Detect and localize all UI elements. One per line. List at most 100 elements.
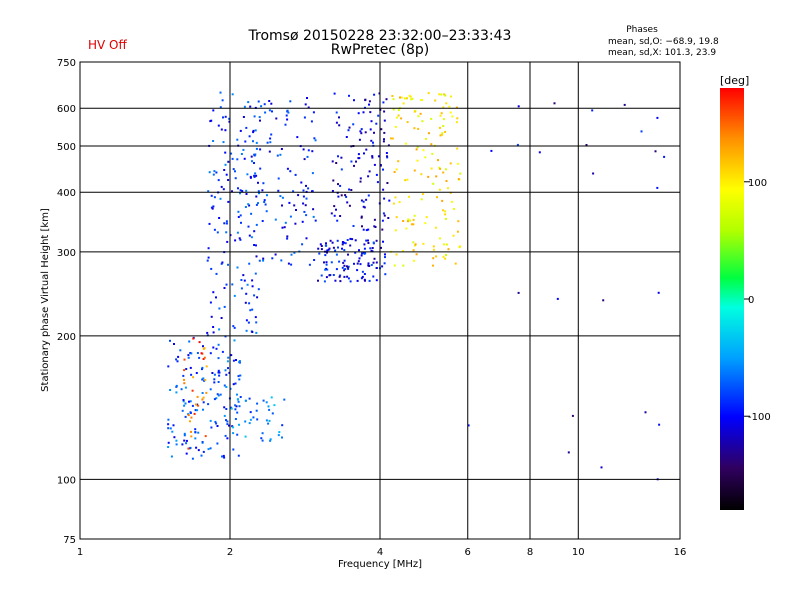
data-point: [181, 443, 184, 446]
data-point: [657, 291, 660, 294]
data-point: [335, 268, 338, 271]
data-point: [257, 202, 259, 205]
data-point: [231, 283, 234, 286]
data-point: [363, 243, 366, 246]
data-point: [432, 182, 435, 185]
data-point: [187, 356, 190, 359]
data-point: [437, 159, 439, 162]
data-point: [288, 201, 291, 204]
data-point: [341, 243, 344, 246]
data-point: [387, 144, 390, 147]
data-point: [325, 244, 328, 247]
data-point: [424, 222, 427, 225]
data-point: [421, 120, 424, 123]
data-point: [382, 101, 385, 104]
data-point: [239, 396, 242, 398]
data-point: [447, 248, 450, 251]
data-point: [184, 402, 187, 405]
data-point: [400, 96, 403, 99]
data-point: [414, 244, 416, 247]
data-point: [373, 93, 376, 96]
data-point: [355, 160, 357, 163]
data-point: [347, 267, 350, 270]
data-point: [367, 175, 370, 178]
data-point: [409, 95, 412, 98]
data-point: [210, 426, 213, 429]
data-point: [306, 97, 308, 99]
data-point: [448, 105, 451, 108]
data-point: [233, 326, 236, 329]
data-point: [457, 220, 460, 223]
data-point: [207, 247, 210, 250]
data-point: [262, 259, 265, 262]
data-point: [623, 103, 626, 106]
data-point: [441, 133, 444, 136]
data-point: [234, 382, 237, 385]
y-tick-label: 300: [57, 248, 76, 259]
data-point: [311, 172, 314, 175]
data-point: [434, 226, 437, 229]
data-point: [358, 257, 361, 260]
data-point: [257, 288, 260, 291]
data-point: [350, 160, 353, 163]
data-point: [354, 251, 357, 254]
data-point: [455, 121, 458, 124]
data-point: [311, 150, 314, 153]
data-point: [236, 433, 239, 436]
data-point: [223, 222, 226, 225]
data-point: [228, 120, 231, 123]
data-point: [385, 152, 388, 154]
data-point: [356, 262, 359, 265]
data-point: [213, 398, 216, 401]
data-point: [261, 220, 264, 222]
data-point: [262, 182, 265, 185]
data-point: [268, 100, 271, 102]
data-point: [312, 111, 315, 114]
data-point: [417, 115, 420, 118]
data-point: [189, 411, 192, 414]
data-point: [640, 130, 643, 133]
data-points: [167, 91, 666, 481]
data-point: [256, 402, 259, 405]
data-point: [216, 393, 219, 396]
data-point: [167, 423, 170, 426]
data-point: [302, 148, 305, 151]
data-point: [236, 138, 239, 141]
data-point: [228, 117, 231, 120]
data-point: [517, 105, 520, 108]
data-point: [323, 280, 326, 283]
data-point: [370, 249, 373, 252]
data-point: [232, 168, 235, 171]
data-point: [206, 334, 209, 337]
data-point: [357, 112, 360, 115]
data-point: [228, 424, 230, 427]
data-point: [169, 389, 172, 391]
data-point: [223, 287, 226, 289]
data-point: [346, 239, 349, 241]
data-point: [376, 181, 379, 184]
data-point: [395, 216, 398, 219]
data-point: [236, 231, 239, 234]
data-point: [357, 153, 360, 156]
data-point: [293, 204, 296, 207]
data-point: [276, 154, 279, 157]
data-point: [343, 269, 346, 272]
data-point: [325, 276, 328, 279]
data-point: [338, 260, 341, 263]
data-point: [252, 131, 255, 134]
data-point: [283, 398, 286, 401]
data-point: [238, 423, 240, 426]
data-point: [314, 139, 317, 142]
data-point: [457, 178, 460, 181]
data-point: [324, 268, 327, 271]
data-point: [217, 343, 220, 346]
data-point: [175, 391, 178, 394]
data-point: [224, 369, 227, 372]
data-point: [210, 267, 213, 270]
data-point: [175, 443, 178, 446]
data-point: [221, 99, 224, 102]
data-point: [284, 123, 287, 126]
data-point: [268, 408, 271, 411]
data-point: [406, 121, 409, 124]
data-point: [338, 124, 341, 127]
